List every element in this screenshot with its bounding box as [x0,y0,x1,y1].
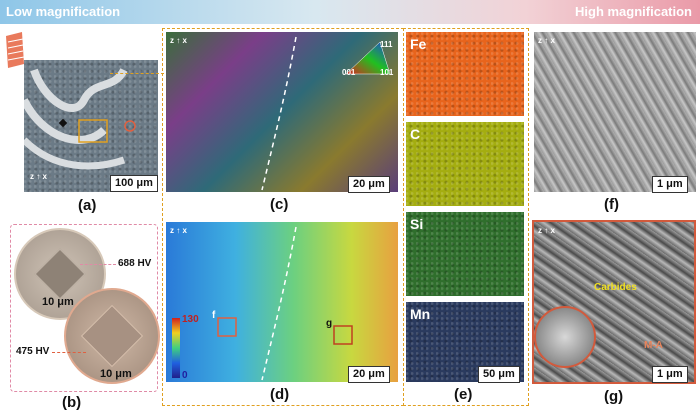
indent-bottom-image [64,288,160,384]
sample-block-icon [4,30,26,70]
ma-label: M-A [644,340,663,351]
colorbar-min: 0 [182,370,188,381]
panel-e-label: (e) [454,386,473,403]
panel-a-scale: 100 μm [110,175,158,192]
ipf-111-label: 111 [380,40,393,49]
panel-c-ebsd-map [166,32,398,192]
c-map [406,122,524,206]
panel-g-scale: 1 μm [652,366,688,383]
panel-d-kam-map [166,222,398,382]
c-label: C [410,126,421,142]
panel-b-scale-bottom: 10 μm [100,368,132,380]
colorbar-max: 130 [182,314,199,325]
panel-c-scale: 20 μm [348,176,390,193]
panel-a-optical-image [24,60,158,192]
panel-g-label: (g) [604,388,624,405]
panel-f-scale: 1 μm [652,176,688,193]
panel-d-scale: 20 μm [348,366,390,383]
connector-a-c [110,73,164,74]
si-map [406,212,524,296]
panel-e-frame [403,28,529,406]
hv-bottom-value: 475 HV [16,346,50,357]
ipf-101-label: 101 [380,68,394,77]
fe-map [406,32,524,116]
mn-map [406,302,524,382]
panel-d-label: (d) [270,386,290,403]
si-label: Si [410,216,424,232]
ipf-001-label: 001 [342,68,356,77]
axis-indicator-d: z ↑ x [170,226,187,235]
kam-colorbar [172,318,180,378]
axis-indicator-c: z ↑ x [170,36,187,45]
panel-f-sem-image [534,32,696,192]
carbides-label: Carbides [594,282,637,293]
magnification-banner [0,0,700,24]
panel-b-frame [10,224,158,392]
panel-a-label: (a) [78,197,97,214]
hv-top-pointer [80,264,116,265]
panel-c-label: (c) [270,196,289,213]
axis-indicator-a: z ↑ x [30,172,47,181]
low-magnification-label: Low magnification [6,4,121,19]
fe-label: Fe [410,36,427,52]
panel-b-scale-top: 10 μm [42,296,74,308]
panel-f-label: (f) [604,196,619,213]
ipf-legend [340,38,396,80]
high-magnification-label: High magnification [575,4,692,19]
hv-bottom-pointer [52,352,86,353]
hv-top-value: 688 HV [118,258,152,269]
panel-e-scale: 50 μm [478,366,520,383]
box-f-label: f [212,310,216,321]
panel-b-label: (b) [62,394,82,411]
mn-label: Mn [410,306,431,322]
axis-indicator-f: z ↑ x [538,36,555,45]
carbide-magnified-inset [534,306,596,368]
box-g-label: g [326,318,333,329]
axis-indicator-g: z ↑ x [538,226,555,235]
